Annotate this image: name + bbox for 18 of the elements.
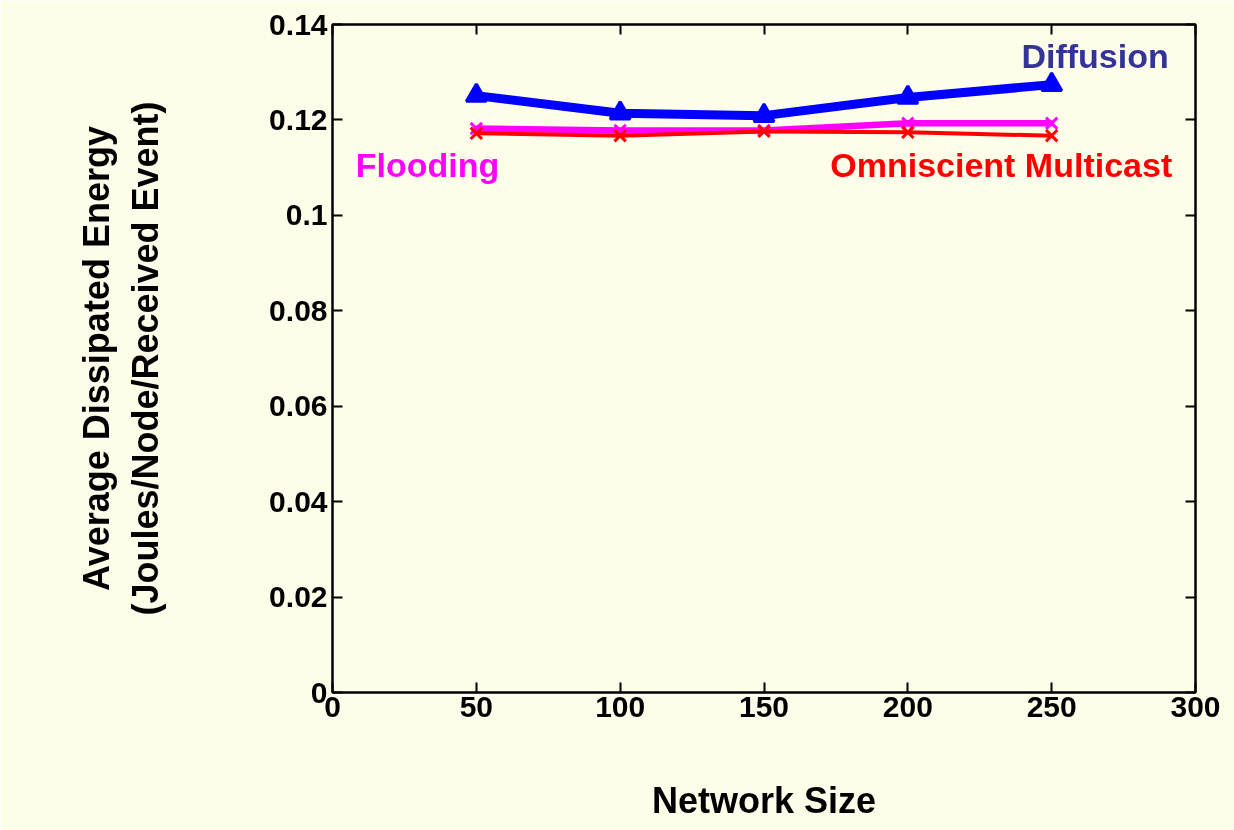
y-tick-label: 0.1 <box>285 198 328 232</box>
x-tick-label: 50 <box>459 689 494 723</box>
x-tick-label: 250 <box>1026 689 1077 723</box>
y-tick-label: 0.14 <box>269 7 328 41</box>
series-label: Diffusion <box>1021 36 1169 75</box>
y-axis-title: Average Dissipated Energy (Joules/Node/Received Event) <box>75 101 167 616</box>
y-tick-label: 0.06 <box>269 389 328 423</box>
y-tick-label: 0.12 <box>269 102 328 136</box>
series-label: Flooding <box>355 146 500 185</box>
x-tick-label: 150 <box>738 689 790 723</box>
x-tick-label: 100 <box>595 689 646 723</box>
y-tick-label: 0.04 <box>269 484 328 518</box>
x-tick-label: 200 <box>882 689 933 723</box>
series-label: Omniscient Multicast <box>830 146 1173 185</box>
y-tick-label: 0.02 <box>269 580 328 614</box>
x-tick-label: 300 <box>1170 689 1221 723</box>
y-tick-label: 0.08 <box>269 293 328 327</box>
x-axis-title: Network Size <box>651 779 877 821</box>
